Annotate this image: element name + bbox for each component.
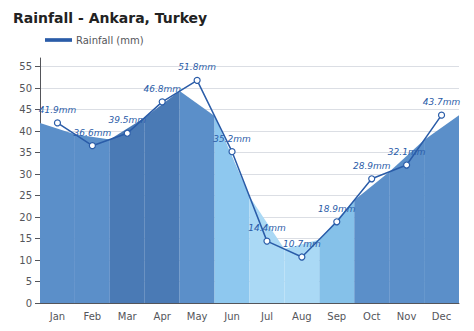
svg-text:51.8mm: 51.8mm	[178, 62, 216, 72]
svg-text:5: 5	[26, 276, 32, 287]
svg-text:10: 10	[19, 255, 32, 266]
svg-text:0: 0	[26, 298, 32, 309]
svg-text:25: 25	[19, 190, 32, 201]
svg-text:40: 40	[19, 126, 32, 137]
svg-text:Sep: Sep	[327, 311, 346, 322]
svg-text:18.9mm: 18.9mm	[318, 204, 356, 214]
svg-text:Mar: Mar	[118, 311, 138, 322]
svg-text:50: 50	[19, 83, 32, 94]
svg-text:35.2mm: 35.2mm	[213, 134, 251, 144]
svg-text:Jul: Jul	[260, 311, 273, 322]
svg-text:41.9mm: 41.9mm	[39, 105, 77, 115]
svg-text:32.1mm: 32.1mm	[388, 147, 426, 157]
svg-text:Rainfall (mm): Rainfall (mm)	[76, 35, 144, 46]
svg-text:39.5mm: 39.5mm	[109, 115, 147, 125]
svg-text:Feb: Feb	[84, 311, 102, 322]
svg-text:20: 20	[19, 212, 32, 223]
svg-text:Oct: Oct	[363, 311, 380, 322]
svg-text:Aug: Aug	[292, 311, 312, 322]
svg-text:14.4mm: 14.4mm	[248, 223, 286, 233]
svg-text:Rainfall - Ankara, Turkey: Rainfall - Ankara, Turkey	[13, 10, 207, 26]
svg-text:28.9mm: 28.9mm	[353, 161, 391, 171]
svg-text:46.8mm: 46.8mm	[143, 84, 181, 94]
svg-text:10.7mm: 10.7mm	[283, 239, 321, 249]
svg-text:May: May	[187, 311, 208, 322]
svg-text:15: 15	[19, 233, 32, 244]
svg-text:36.6mm: 36.6mm	[74, 128, 112, 138]
svg-text:Nov: Nov	[397, 311, 417, 322]
svg-text:Jan: Jan	[49, 311, 65, 322]
svg-text:45: 45	[19, 104, 32, 115]
svg-text:Apr: Apr	[154, 311, 172, 322]
svg-text:35: 35	[19, 147, 32, 158]
svg-text:Dec: Dec	[432, 311, 451, 322]
svg-text:55: 55	[19, 61, 32, 72]
svg-text:43.7mm: 43.7mm	[423, 97, 461, 107]
svg-text:Jun: Jun	[223, 311, 240, 322]
svg-text:30: 30	[19, 169, 32, 180]
